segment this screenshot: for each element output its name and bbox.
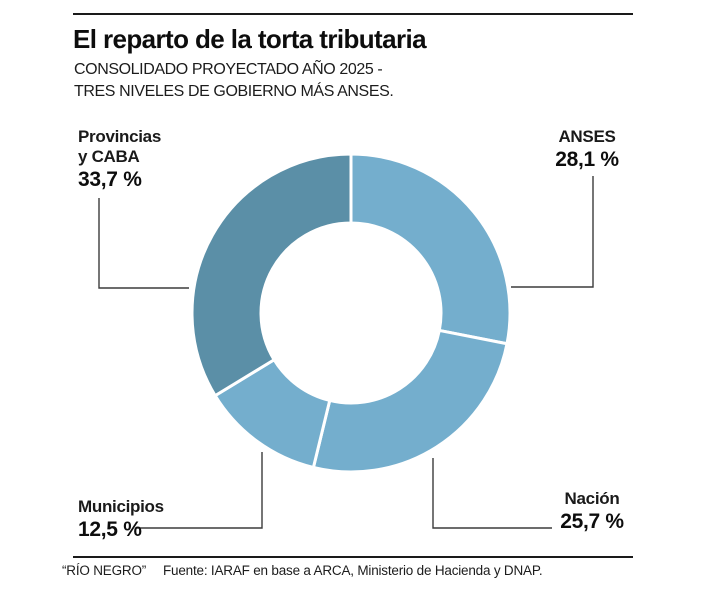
callout-municipios: Municipios 12,5 % bbox=[78, 497, 164, 542]
donut-slice-nacion bbox=[311, 328, 509, 474]
callout-nacion-value: 25,7 % bbox=[560, 510, 624, 533]
chart-subtitle: CONSOLIDADO PROYECTADO AÑO 2025 - TRES N… bbox=[74, 59, 394, 103]
chart-title: El reparto de la torta tributaria bbox=[73, 24, 427, 54]
donut-slice-provincias-caba bbox=[190, 152, 353, 398]
callout-provincias-name-line1: Provincias bbox=[78, 127, 161, 146]
donut-slice-anses bbox=[349, 152, 512, 346]
callout-municipios-name: Municipios bbox=[78, 497, 164, 516]
callout-anses-value: 28,1 % bbox=[555, 148, 619, 171]
publication-credit: “RÍO NEGRO” bbox=[62, 563, 147, 578]
callout-anses-name: ANSES bbox=[558, 127, 616, 146]
callout-nacion-name: Nación bbox=[564, 489, 620, 508]
subtitle-line-2: TRES NIVELES DE GOBIERNO MÁS ANSES. bbox=[74, 83, 394, 100]
leader-line-provincias bbox=[98, 198, 189, 289]
callout-provincias-value: 33,7 % bbox=[78, 168, 142, 191]
callout-provincias-caba: Provincias y CABA 33,7 % bbox=[78, 127, 161, 192]
callout-provincias-name-line2: y CABA bbox=[78, 147, 140, 166]
callout-nacion: Nación 25,7 % bbox=[540, 489, 644, 534]
callout-anses: ANSES 28,1 % bbox=[536, 127, 638, 172]
leader-line-municipios bbox=[136, 452, 263, 529]
bottom-rule bbox=[73, 556, 633, 558]
source-note: Fuente: IARAF en base a ARCA, Ministerio… bbox=[163, 563, 543, 578]
top-rule bbox=[73, 13, 633, 15]
donut-slices bbox=[190, 152, 512, 474]
subtitle-line-1: CONSOLIDADO PROYECTADO AÑO 2025 - bbox=[74, 61, 383, 78]
leader-line-anses bbox=[511, 176, 594, 288]
leader-line-nacion bbox=[432, 458, 552, 529]
callout-municipios-value: 12,5 % bbox=[78, 518, 142, 541]
